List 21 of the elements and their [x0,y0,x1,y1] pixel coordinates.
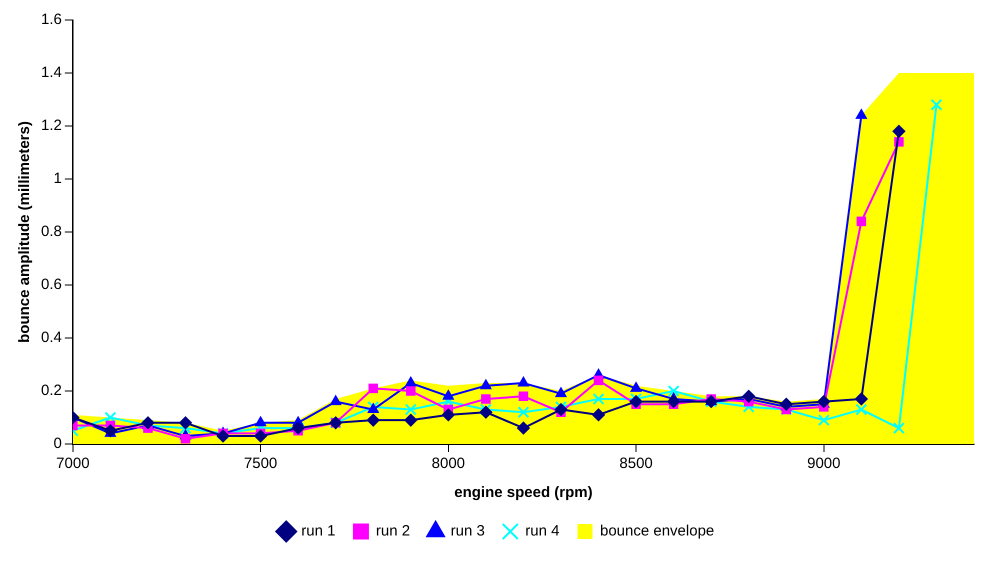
legend-label: run 4 [525,522,560,540]
x-tick-label: 8000 [432,455,466,472]
y-tick-label: 0.8 [40,223,62,240]
y-tick-label: 1.6 [40,11,62,28]
y-tick-label: 0.2 [40,382,62,400]
legend-label: run 2 [376,522,410,540]
x-axis-title: engine speed (rpm) [454,484,593,502]
legend-label: run 1 [301,522,336,540]
x-tick-label: 7500 [244,455,278,472]
y-tick-label: 0.6 [40,276,62,294]
x-tick-label: 8500 [619,455,653,472]
y-axis-title: bounce amplitude (millimeters) [16,121,34,343]
y-tick-label: 0 [54,435,62,452]
y-tick-label: 0.4 [40,329,62,346]
legend-label: bounce envelope [600,522,714,540]
x-tick-label: 7000 [56,455,90,472]
y-tick-label: 1.4 [40,64,62,82]
legend-label: run 3 [450,522,485,540]
x-tick-label: 9000 [807,455,840,472]
y-tick-label: 1.2 [40,117,62,134]
y-tick-label: 1 [54,170,62,188]
